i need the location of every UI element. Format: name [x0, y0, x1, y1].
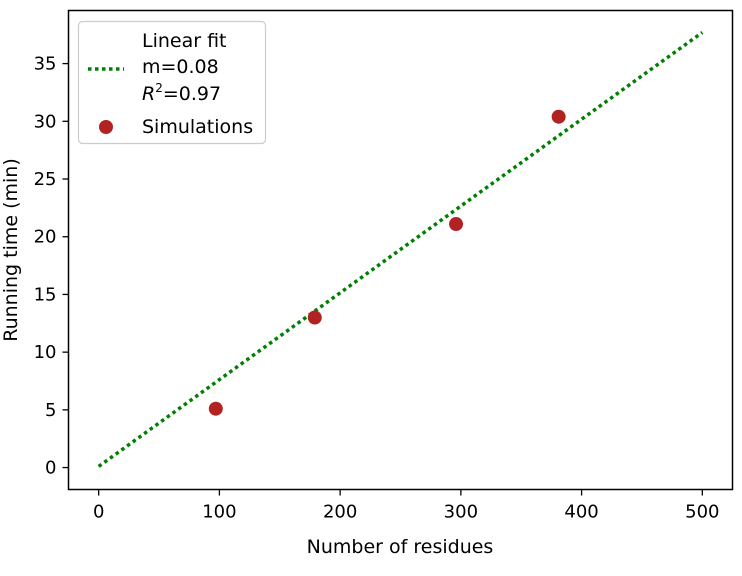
- x-tick-label: 200: [323, 502, 357, 523]
- x-axis-label: Number of residues: [307, 536, 494, 558]
- legend-r2-value: =0.97: [163, 83, 221, 105]
- points-layer: [208, 109, 566, 416]
- simulation-point: [208, 401, 223, 416]
- legend-simulations-label: Simulations: [142, 116, 253, 138]
- x-axis-ticks: 0 100 200 300 400 500: [93, 489, 719, 523]
- x-tick-label: 500: [685, 502, 719, 523]
- x-tick-label: 400: [564, 502, 598, 523]
- simulation-point: [449, 217, 464, 232]
- y-tick-label: 10: [34, 342, 57, 363]
- simulation-point: [551, 109, 566, 124]
- y-tick-label: 30: [34, 111, 57, 132]
- fit-line-layer: [97, 31, 704, 468]
- legend: Linear fit m=0.08 R2=0.97 Simulations: [77, 20, 267, 145]
- y-axis-label: Running time (min): [0, 158, 22, 342]
- legend-simulations-marker: [99, 120, 113, 134]
- legend-r2-label: R2=0.97: [142, 81, 221, 105]
- x-tick-label: 100: [202, 502, 236, 523]
- y-axis-ticks: 0 5 10 15 20 25 30 35: [34, 54, 69, 479]
- simulation-point: [307, 310, 322, 325]
- linear-fit-line: [97, 31, 704, 468]
- legend-slope-label: m=0.08: [142, 56, 219, 78]
- x-tick-label: 0: [93, 502, 104, 523]
- y-tick-label: 15: [34, 284, 57, 305]
- y-tick-label: 35: [34, 54, 57, 75]
- y-tick-label: 5: [45, 400, 56, 421]
- y-tick-label: 0: [45, 458, 56, 479]
- x-tick-label: 300: [444, 502, 478, 523]
- y-tick-label: 20: [34, 227, 57, 248]
- legend-frame: [77, 20, 267, 145]
- legend-fit-label: Linear fit: [142, 30, 227, 52]
- y-tick-label: 25: [34, 169, 57, 190]
